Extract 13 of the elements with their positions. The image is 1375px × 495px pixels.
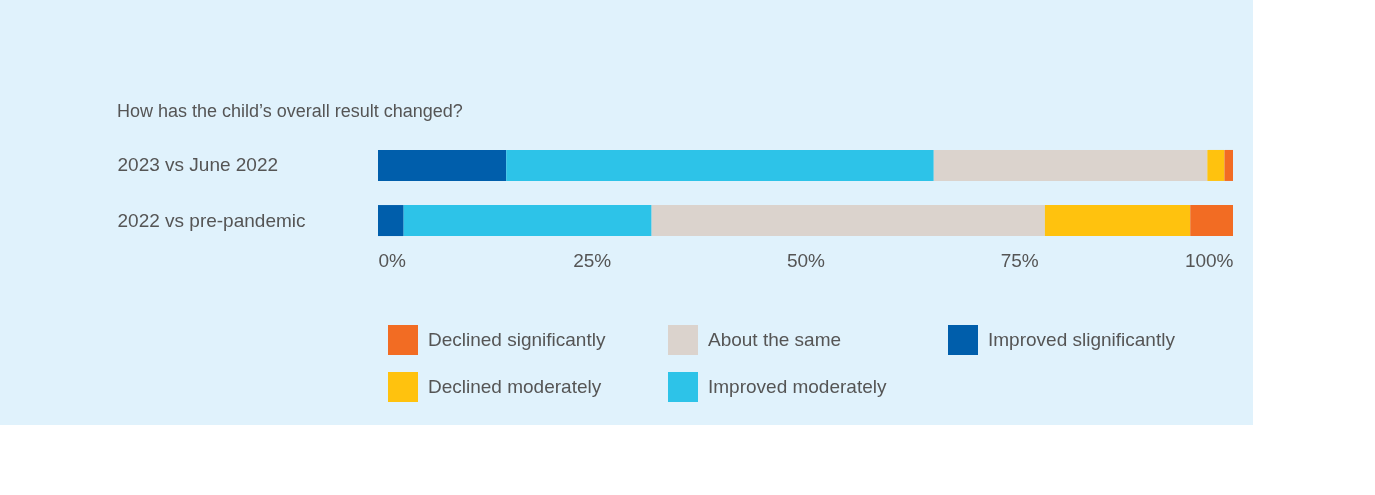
legend-label: About the same [708,329,842,350]
legend-label: Declined moderately [428,376,602,397]
x-tick-label: 100% [1184,249,1234,271]
x-tick-label: 75% [1000,249,1039,271]
legend-label: Improved moderately [708,376,887,397]
y-tick-label: 2022 vs pre-pandemic [117,209,306,231]
chart-title: How has the child’s overall result changed? [117,101,463,121]
y-tick-label: 2023 vs June 2022 [117,154,279,176]
x-tick-label: 25% [573,249,612,271]
legend-label: Declined significantly [428,329,606,350]
legend-label: Improved slignificantly [988,329,1176,350]
x-tick-label: 0% [378,249,407,271]
x-tick-label: 50% [786,249,826,271]
